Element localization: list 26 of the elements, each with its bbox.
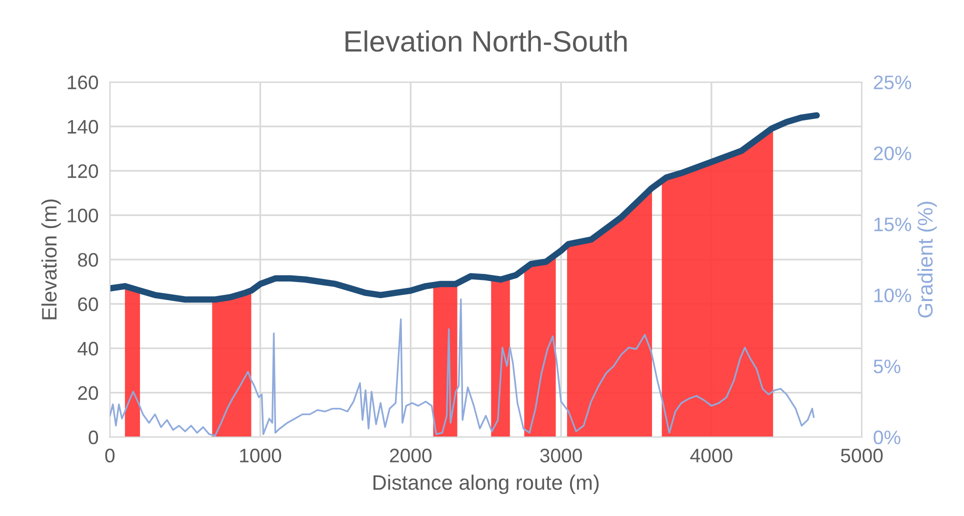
- x-tick-label: 4000: [690, 448, 732, 462]
- y-tick-label: 60: [78, 297, 98, 312]
- y-tick-label: 160: [68, 76, 98, 90]
- y-tick-label: 0: [88, 430, 98, 444]
- y-tick-label: 140: [68, 120, 98, 134]
- x-tick-label: 0: [105, 448, 115, 462]
- y-tick-label: 20: [78, 386, 98, 400]
- y-tick-label: 40: [78, 342, 98, 356]
- line-series: [110, 298, 815, 436]
- x-tick-label: 5000: [840, 448, 883, 462]
- chart-title: Elevation North-South: [346, 30, 627, 52]
- y2-tick-label: 20%: [874, 146, 912, 160]
- y-axis-title: Elevation (m): [41, 199, 61, 320]
- y-tick-label: 120: [68, 164, 98, 178]
- x-axis-title: Distance along route (m): [374, 474, 599, 494]
- y2-axis-title: Gradient (%): [917, 202, 937, 318]
- x-tick-label: 1000: [240, 448, 282, 462]
- y2-tick-label: 15%: [874, 218, 912, 232]
- y-tick-label: 100: [68, 208, 98, 222]
- y2-tick-label: 10%: [874, 288, 912, 302]
- y2-tick-label: 25%: [874, 76, 912, 90]
- x-tick-label: 2000: [390, 448, 432, 462]
- y2-tick-label: 0%: [874, 430, 900, 444]
- y-tick-label: 80: [78, 253, 98, 267]
- x-tick-label: 3000: [540, 448, 582, 462]
- y2-tick-label: 5%: [874, 360, 900, 374]
